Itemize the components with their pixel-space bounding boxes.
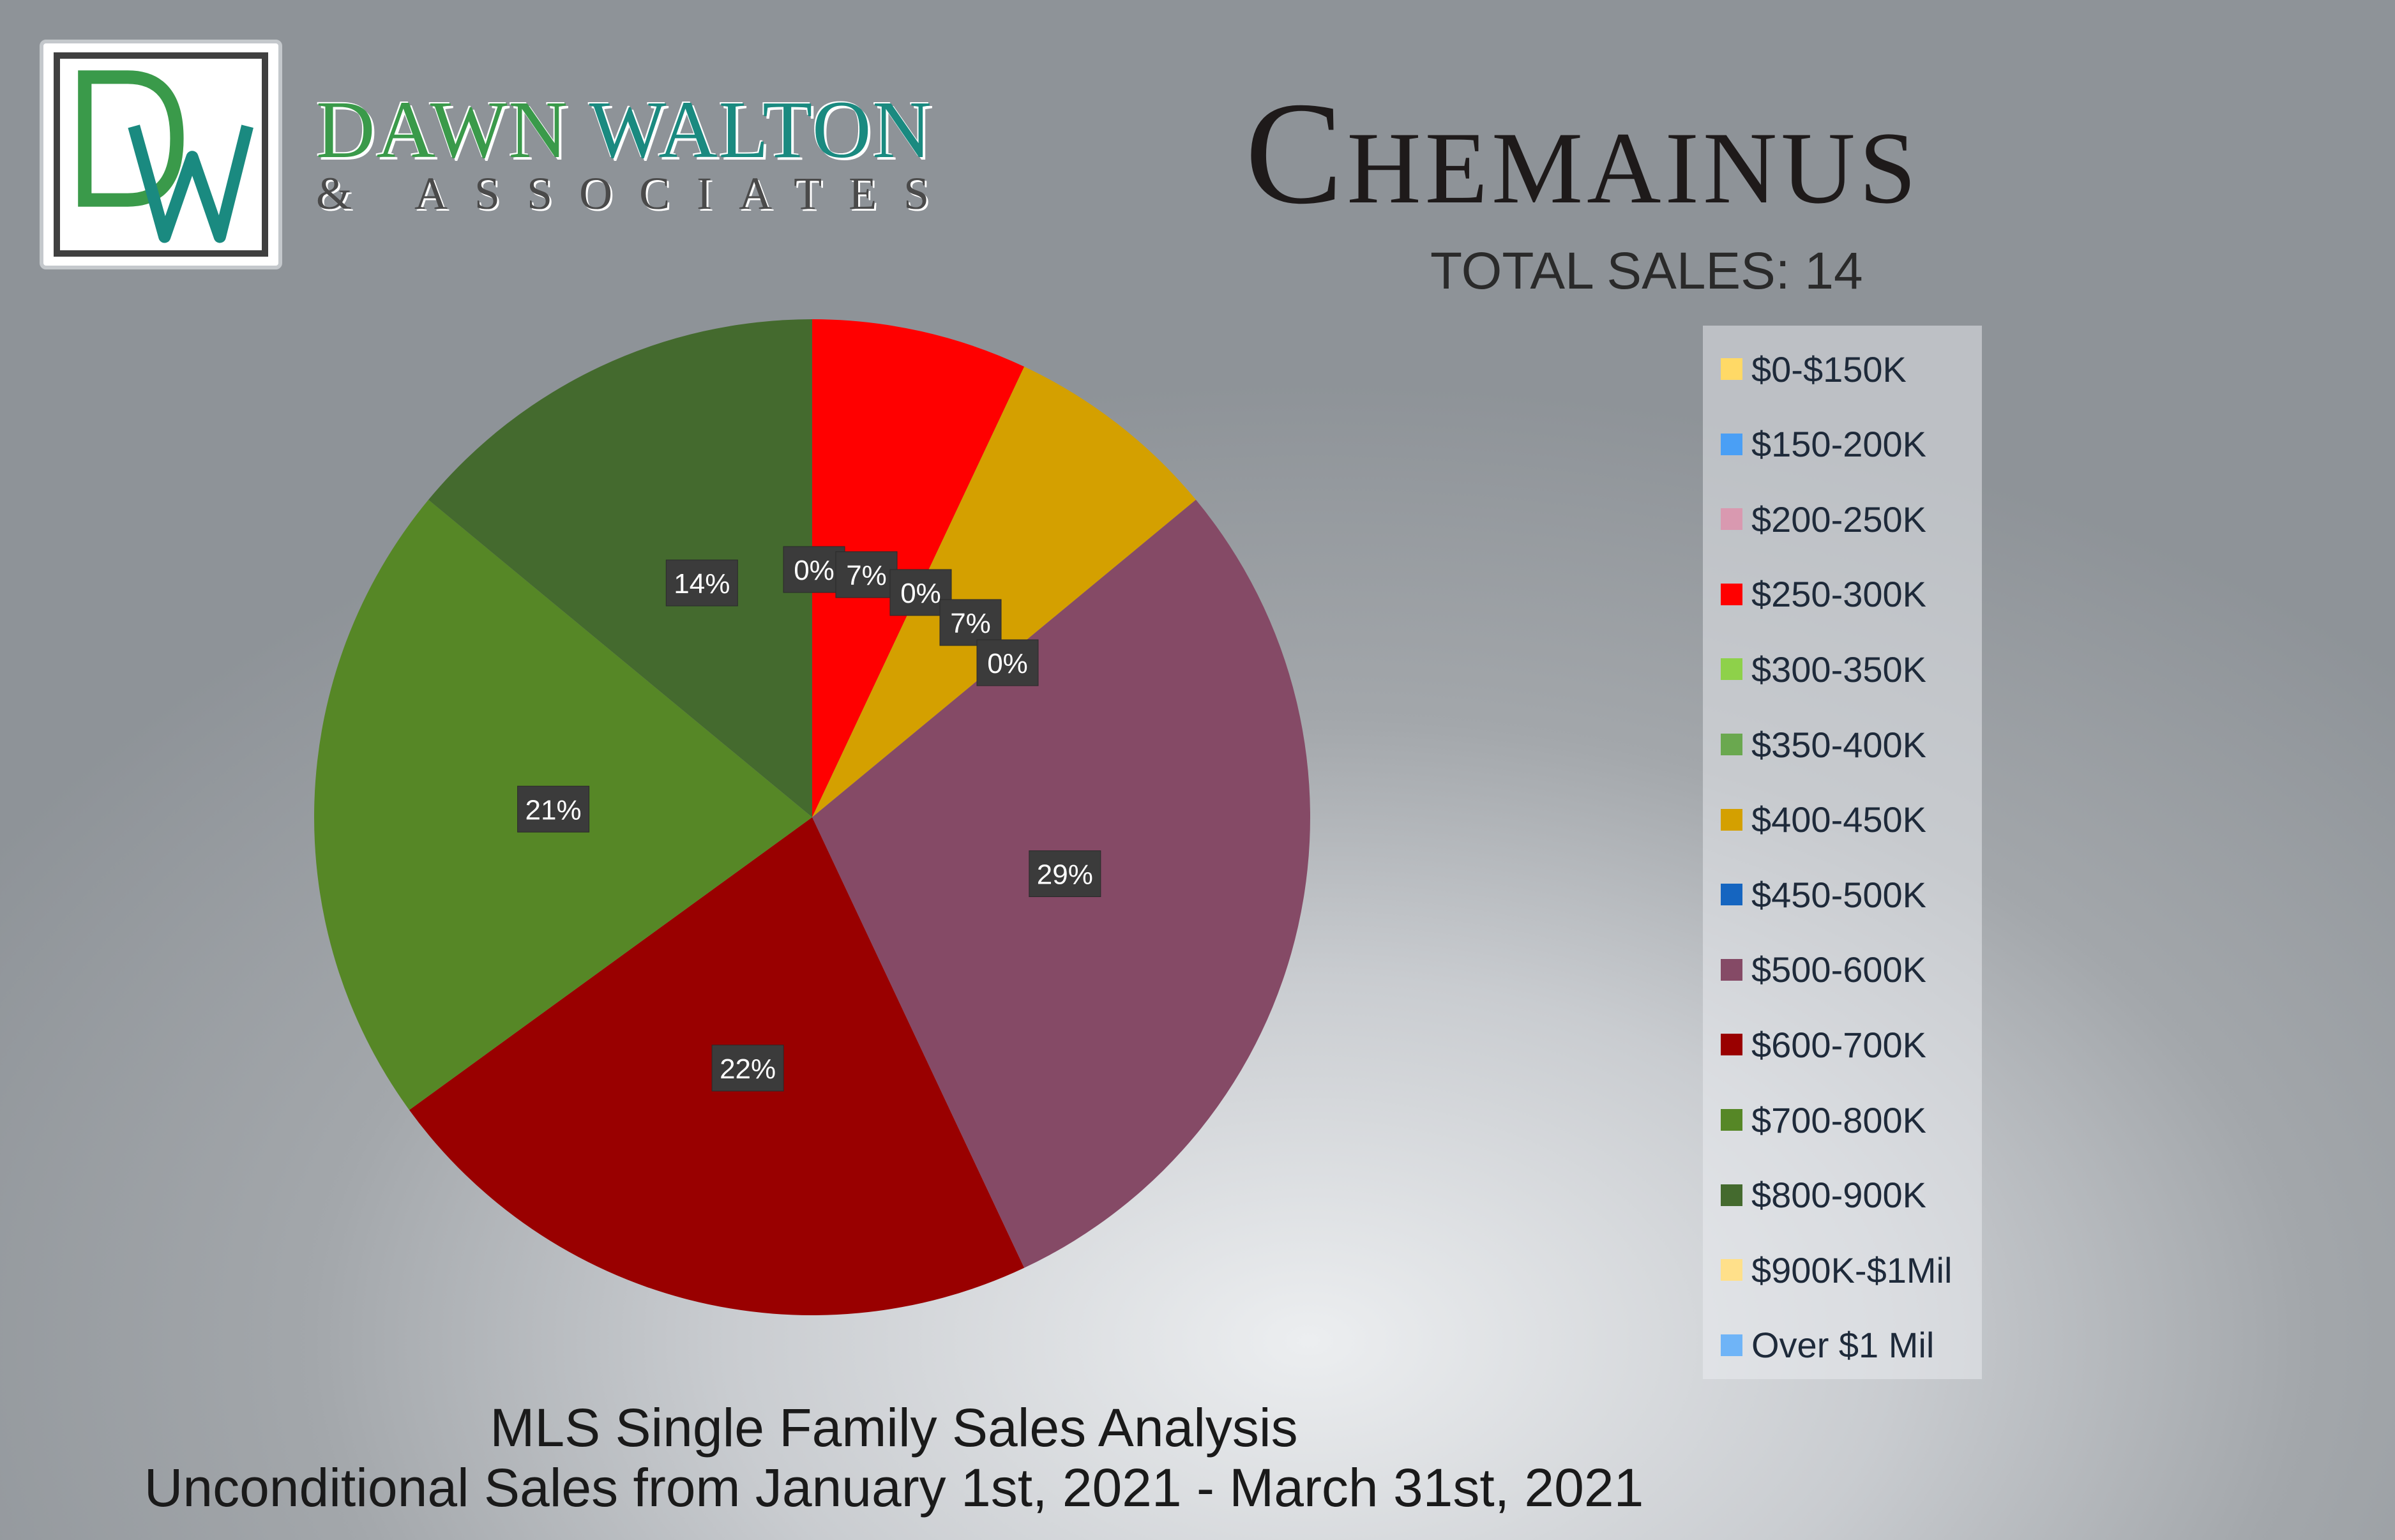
legend-swatch [1721,884,1742,906]
legend-item-450-500k: $450-500K [1721,869,1926,920]
legend-label: Over $1 Mil [1751,1325,1935,1366]
chart-legend: $0-$150K $150-200K $200-250K $250-300K $300-… [1703,326,1982,1379]
brand-name-part1: DAWN [316,84,589,175]
brand-subtitle: & ASSOCIATES [316,168,956,219]
pie-slice-800-900k [428,319,812,817]
data-label-box [976,639,1039,686]
legend-swatch [1721,433,1742,455]
data-label-500-600k: 29% [1029,850,1101,897]
legend-swatch [1721,808,1742,831]
data-label-text: 29% [1037,859,1093,890]
legend-item-600-700k: $600-700K [1721,1019,1926,1070]
pie-slice-250-300k [812,319,1025,817]
legend-item-150-200k: $150-200K [1721,419,1926,470]
brand-name-part2: WALTON [589,84,933,175]
data-label-text: 7% [846,560,887,591]
legend-label: $400-450K [1751,799,1927,840]
legend-swatch [1721,734,1742,755]
brand-name: DAWN WALTON [316,83,933,177]
dw-monogram-icon [78,70,253,243]
legend-item-350-400k: $350-400K [1721,719,1926,770]
pie-slice-400-450k [812,366,1197,817]
legend-swatch [1721,1184,1742,1206]
legend-swatch [1721,358,1742,380]
data-label-800-900k: 14% [665,559,738,607]
legend-swatch [1721,1259,1742,1281]
logo-frame [54,52,268,257]
data-label-600-700k: 22% [711,1045,784,1092]
data-label-text: 7% [950,608,991,639]
legend-swatch [1721,658,1742,681]
data-label-box [665,559,738,607]
legend-item-300-350k: $300-350K [1721,644,1926,695]
legend-item-200-250k: $200-250K [1721,494,1926,545]
data-label-text: 0% [794,555,835,586]
legend-label: $0-$150K [1751,349,1907,389]
brand-logo [40,40,282,269]
page-title: Chemainus [1245,72,1921,234]
legend-label: $800-900K [1751,1175,1927,1216]
legend-label: $600-700K [1751,1024,1927,1065]
legend-label: $900K-$1Mil [1751,1249,1953,1290]
data-label-box [711,1045,784,1092]
data-label-200-250k: 0% [783,546,845,593]
legend-item-400-450k: $400-450K [1721,794,1926,845]
legend-swatch [1721,583,1742,605]
data-label-250-300k: 7% [835,551,898,598]
legend-label: $700-800K [1751,1099,1927,1140]
legend-swatch [1721,1034,1742,1056]
footer-title: MLS Single Family Sales Analysis [490,1398,1298,1458]
data-label-text: 0% [987,648,1028,679]
legend-label: $200-250K [1751,499,1927,540]
total-sales: TOTAL SALES: 14 [1430,242,1863,300]
legend-label: $500-600K [1751,949,1927,990]
data-label-text: 0% [900,578,941,609]
legend-swatch [1721,1109,1742,1131]
legend-item-0-150k: $0-$150K [1721,343,1907,395]
legend-label: $150-200K [1751,424,1927,465]
legend-label: $300-350K [1751,649,1927,690]
footer-date-range: Unconditional Sales from January 1st, 20… [144,1458,1644,1518]
legend-item-over-1-mil: Over $1 Mil [1721,1320,1934,1371]
pie-slices [314,319,1311,1316]
legend-item-800-900k: $800-900K [1721,1170,1926,1221]
data-label-450-500k: 0% [976,639,1039,686]
pie-data-labels: 0% 7% 0% 7% 0% 29% 22% 21% 14% [517,546,1101,1092]
legend-label: $250-300K [1751,574,1927,615]
legend-item-900k-1mil: $900K-$1Mil [1721,1244,1952,1295]
legend-item-250-300k: $250-300K [1721,569,1926,620]
data-label-400-450k: 7% [939,599,1002,646]
data-label-box [517,785,590,833]
legend-item-500-600k: $500-600K [1721,944,1926,995]
data-label-box [939,599,1002,646]
data-label-text: 22% [720,1053,776,1085]
legend-label: $350-400K [1751,724,1927,765]
legend-swatch [1721,958,1742,981]
data-label-700-800k: 21% [517,785,590,833]
data-label-text: 14% [674,568,730,600]
legend-label: $450-500K [1751,874,1927,915]
data-label-box [1029,850,1101,897]
legend-swatch [1721,508,1742,531]
data-label-text: 21% [525,794,582,826]
legend-item-700-800k: $700-800K [1721,1094,1926,1145]
legend-swatch [1721,1334,1742,1356]
